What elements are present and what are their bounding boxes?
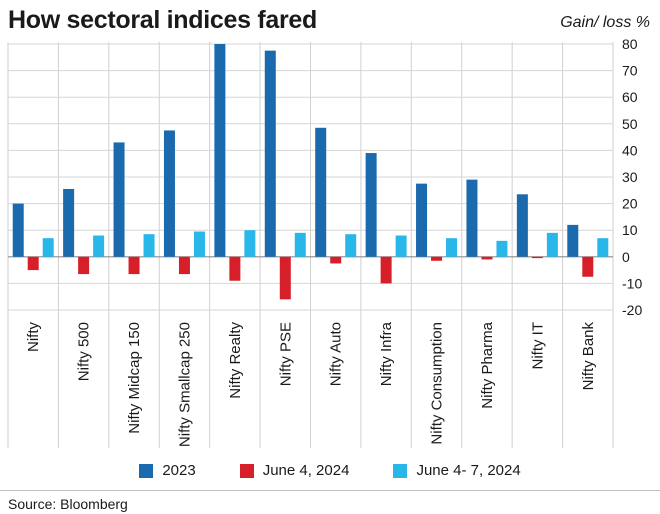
bar-june-4-7-2024 xyxy=(93,235,105,257)
bar-2023 xyxy=(567,224,579,257)
bar-june-4-7-2024 xyxy=(345,234,357,257)
bar-2023 xyxy=(113,142,125,257)
bar-2023 xyxy=(12,203,24,257)
y-tick-label: 50 xyxy=(622,116,638,132)
bar-june-4-7-2024 xyxy=(294,232,306,257)
category-label: Nifty IT xyxy=(529,322,546,370)
category-label: Nifty xyxy=(25,322,42,353)
bar-june-4-2024 xyxy=(582,256,594,277)
bar-june-4-7-2024 xyxy=(193,231,205,257)
bar-2023 xyxy=(365,153,377,257)
category-label: Nifty Bank xyxy=(580,322,597,391)
y-tick-label: -10 xyxy=(622,275,642,291)
legend-swatch xyxy=(393,463,408,478)
bar-june-4-7-2024 xyxy=(446,238,458,257)
y-tick-label: 70 xyxy=(622,63,638,79)
bar-june-4-2024 xyxy=(380,256,392,284)
bar-june-4-2024 xyxy=(531,256,543,259)
footer-divider xyxy=(0,490,660,491)
bar-june-4-7-2024 xyxy=(42,238,54,257)
bar-2023 xyxy=(315,127,327,257)
source-note: Source: Bloomberg xyxy=(8,496,128,512)
category-label: Nifty PSE xyxy=(277,322,294,386)
y-tick-label: 10 xyxy=(622,222,638,238)
bar-june-4-7-2024 xyxy=(546,232,558,257)
bar-2023 xyxy=(214,44,226,257)
bar-june-4-2024 xyxy=(279,256,291,300)
bar-2023 xyxy=(416,183,428,257)
y-tick-label: 60 xyxy=(622,89,638,105)
legend-label: June 4, 2024 xyxy=(262,462,350,479)
y-tick-label: 30 xyxy=(622,169,638,185)
category-label: Nifty Pharma xyxy=(479,321,496,408)
bar-june-4-2024 xyxy=(229,256,241,281)
legend-item-2023: 2023 xyxy=(139,462,196,479)
legend-swatch xyxy=(239,463,254,478)
category-label: Nifty Consumption xyxy=(429,322,446,445)
category-label: Nifty Realty xyxy=(227,322,244,399)
bar-june-4-2024 xyxy=(431,256,443,261)
bar-june-4-7-2024 xyxy=(244,230,256,257)
legend-label: June 4- 7, 2024 xyxy=(416,462,521,479)
category-label: Nifty 500 xyxy=(76,322,93,381)
bar-june-4-7-2024 xyxy=(496,240,508,257)
y-tick-label: 40 xyxy=(622,142,638,158)
bar-june-4-7-2024 xyxy=(395,235,407,257)
y-tick-label: 20 xyxy=(622,196,638,212)
bar-june-4-2024 xyxy=(330,256,342,264)
category-label: Nifty Auto xyxy=(328,322,345,386)
gridlines xyxy=(7,42,614,448)
bar-june-4-2024 xyxy=(128,256,140,275)
legend-label: 2023 xyxy=(162,462,196,479)
legend-swatch xyxy=(139,463,154,478)
bar-2023 xyxy=(466,179,478,257)
category-label: Nifty Infra xyxy=(378,321,395,386)
bar-2023 xyxy=(63,188,75,257)
bar-june-4-2024 xyxy=(27,256,39,271)
bar-june-4-7-2024 xyxy=(597,238,609,257)
category-label: Nifty Smallcap 250 xyxy=(176,322,193,447)
y-tick-label: 80 xyxy=(622,36,638,52)
bar-june-4-2024 xyxy=(481,256,493,260)
bars xyxy=(12,44,609,300)
bar-2023 xyxy=(264,50,276,257)
y-tick-label: 0 xyxy=(622,249,630,265)
chart-title: How sectoral indices fared xyxy=(8,6,317,34)
bar-2023 xyxy=(516,194,528,257)
y-tick-label: -20 xyxy=(622,302,642,318)
category-labels: Nifty Nifty 500 Nifty Midcap 150 Nifty Smal… xyxy=(25,321,597,447)
legend-item-june-4: June 4, 2024 xyxy=(239,462,350,479)
legend: 2023 June 4, 2024 June 4- 7, 2024 xyxy=(0,462,660,479)
bar-june-4-2024 xyxy=(78,256,90,275)
bar-june-4-7-2024 xyxy=(143,234,155,257)
bar-june-4-2024 xyxy=(178,256,190,275)
y-tick-labels: 80 70 60 50 40 30 20 10 0 -10 -20 xyxy=(622,36,642,318)
category-label: Nifty Midcap 150 xyxy=(126,322,143,434)
bar-2023 xyxy=(163,130,175,257)
unit-label: Gain/ loss % xyxy=(560,14,650,31)
legend-item-june-4-7: June 4- 7, 2024 xyxy=(393,462,521,479)
